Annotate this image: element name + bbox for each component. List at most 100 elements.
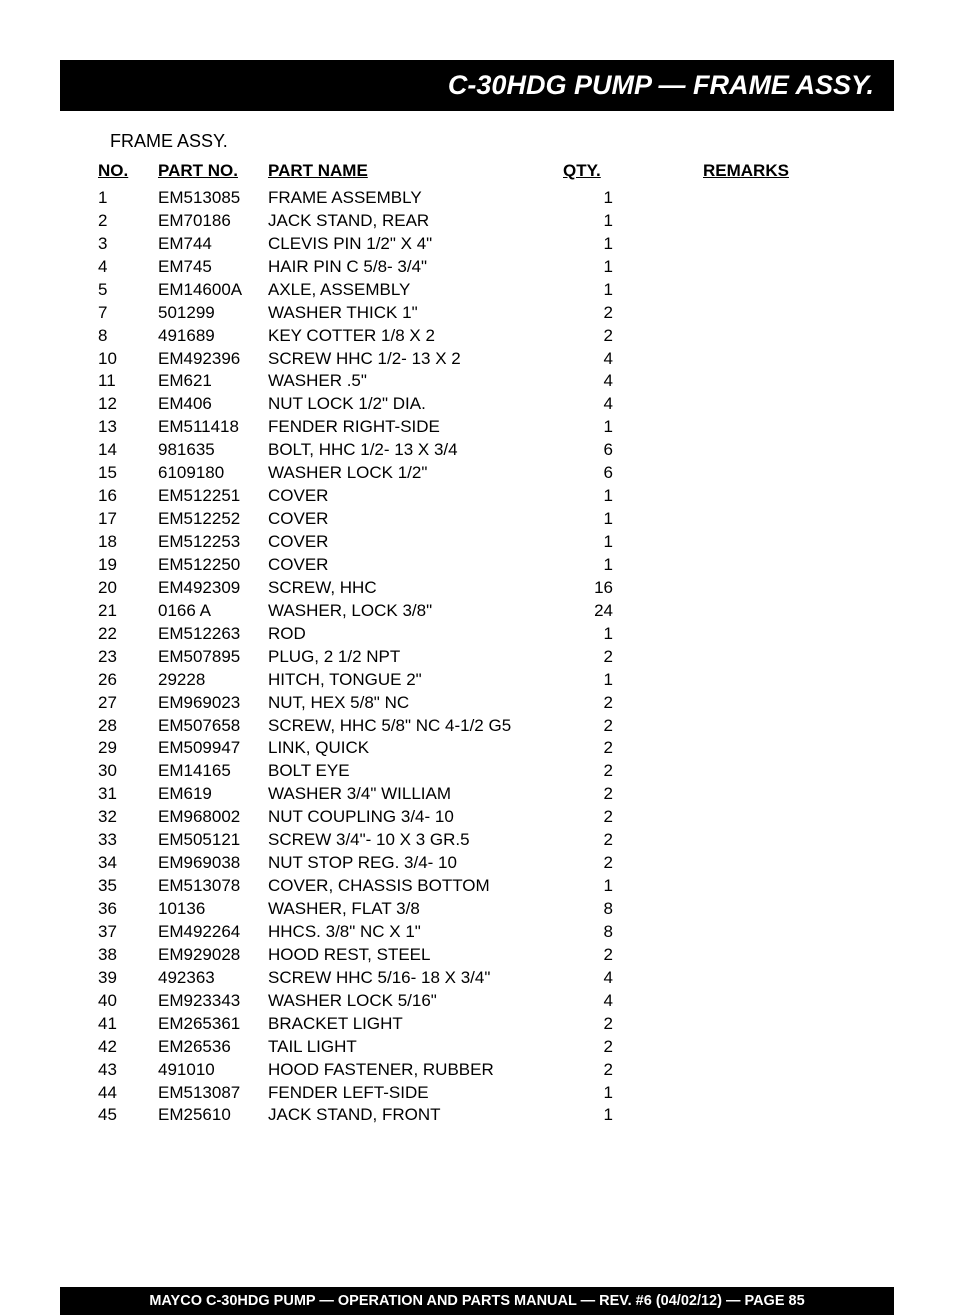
table-row: 8491689KEY COTTER 1/8 X 22 xyxy=(98,325,799,348)
table-row: 35EM513078COVER, CHASSIS BOTTOM1 xyxy=(98,875,799,898)
table-row: 5EM14600AAXLE, ASSEMBLY1 xyxy=(98,279,799,302)
cell-no: 14 xyxy=(98,439,158,462)
table-row: 45EM25610JACK STAND, FRONT1 xyxy=(98,1104,799,1127)
cell-qty: 24 xyxy=(563,600,623,623)
cell-no: 41 xyxy=(98,1013,158,1036)
cell-qty: 1 xyxy=(563,279,623,302)
cell-no: 4 xyxy=(98,256,158,279)
cell-qty: 1 xyxy=(563,1104,623,1127)
cell-qty: 6 xyxy=(563,462,623,485)
cell-no: 43 xyxy=(98,1059,158,1082)
cell-partname: WASHER LOCK 1/2" xyxy=(268,462,563,485)
cell-qty: 2 xyxy=(563,1059,623,1082)
cell-remarks xyxy=(623,921,799,944)
table-row: 3610136WASHER, FLAT 3/88 xyxy=(98,898,799,921)
table-row: 4EM745HAIR PIN C 5/8- 3/4"1 xyxy=(98,256,799,279)
cell-partno: EM492309 xyxy=(158,577,268,600)
cell-qty: 2 xyxy=(563,692,623,715)
table-row: 11EM621WASHER .5"4 xyxy=(98,370,799,393)
cell-partno: EM512263 xyxy=(158,623,268,646)
cell-qty: 4 xyxy=(563,967,623,990)
cell-no: 44 xyxy=(98,1082,158,1105)
cell-no: 2 xyxy=(98,210,158,233)
cell-partno: EM969038 xyxy=(158,852,268,875)
cell-partno: EM513078 xyxy=(158,875,268,898)
cell-no: 40 xyxy=(98,990,158,1013)
cell-qty: 6 xyxy=(563,439,623,462)
cell-partname: FENDER RIGHT-SIDE xyxy=(268,416,563,439)
cell-partno: EM511418 xyxy=(158,416,268,439)
cell-qty: 1 xyxy=(563,187,623,210)
cell-no: 11 xyxy=(98,370,158,393)
cell-remarks xyxy=(623,692,799,715)
cell-qty: 1 xyxy=(563,485,623,508)
cell-partname: NUT COUPLING 3/4- 10 xyxy=(268,806,563,829)
section-label: FRAME ASSY. xyxy=(110,131,894,152)
cell-partno: EM25610 xyxy=(158,1104,268,1127)
table-row: 2EM70186JACK STAND, REAR1 xyxy=(98,210,799,233)
cell-qty: 1 xyxy=(563,1082,623,1105)
cell-partname: KEY COTTER 1/8 X 2 xyxy=(268,325,563,348)
cell-partno: EM406 xyxy=(158,393,268,416)
cell-remarks xyxy=(623,325,799,348)
cell-partname: WASHER, FLAT 3/8 xyxy=(268,898,563,921)
table-row: 30EM14165BOLT EYE2 xyxy=(98,760,799,783)
cell-remarks xyxy=(623,370,799,393)
cell-no: 32 xyxy=(98,806,158,829)
cell-no: 26 xyxy=(98,669,158,692)
cell-qty: 4 xyxy=(563,393,623,416)
cell-remarks xyxy=(623,715,799,738)
cell-partno: 491010 xyxy=(158,1059,268,1082)
cell-remarks xyxy=(623,1036,799,1059)
cell-remarks xyxy=(623,485,799,508)
table-row: 41EM265361BRACKET LIGHT2 xyxy=(98,1013,799,1036)
cell-partname: COVER, CHASSIS BOTTOM xyxy=(268,875,563,898)
page: C-30HDG PUMP — FRAME ASSY. FRAME ASSY. N… xyxy=(0,0,954,1315)
cell-no: 28 xyxy=(98,715,158,738)
cell-no: 18 xyxy=(98,531,158,554)
table-row: 1EM513085FRAME ASSEMBLY1 xyxy=(98,187,799,210)
cell-qty: 2 xyxy=(563,737,623,760)
cell-partname: LINK, QUICK xyxy=(268,737,563,760)
cell-no: 45 xyxy=(98,1104,158,1127)
table-row: 16EM512251COVER1 xyxy=(98,485,799,508)
cell-remarks xyxy=(623,187,799,210)
cell-partno: 492363 xyxy=(158,967,268,990)
table-row: 27EM969023NUT, HEX 5/8" NC2 xyxy=(98,692,799,715)
cell-partname: BOLT, HHC 1/2- 13 X 3/4 xyxy=(268,439,563,462)
cell-partno: EM513087 xyxy=(158,1082,268,1105)
cell-no: 17 xyxy=(98,508,158,531)
cell-no: 23 xyxy=(98,646,158,669)
cell-remarks xyxy=(623,829,799,852)
cell-remarks xyxy=(623,669,799,692)
cell-remarks xyxy=(623,577,799,600)
cell-remarks xyxy=(623,852,799,875)
cell-no: 27 xyxy=(98,692,158,715)
table-row: 34EM969038NUT STOP REG. 3/4- 102 xyxy=(98,852,799,875)
cell-partno: EM492264 xyxy=(158,921,268,944)
cell-partname: SCREW 3/4"- 10 X 3 GR.5 xyxy=(268,829,563,852)
cell-partname: COVER xyxy=(268,554,563,577)
cell-no: 15 xyxy=(98,462,158,485)
cell-qty: 4 xyxy=(563,990,623,1013)
table-row: 28EM507658SCREW, HHC 5/8" NC 4-1/2 G52 xyxy=(98,715,799,738)
cell-remarks xyxy=(623,554,799,577)
cell-qty: 2 xyxy=(563,760,623,783)
cell-partno: EM512253 xyxy=(158,531,268,554)
cell-partno: EM509947 xyxy=(158,737,268,760)
table-row: 17EM512252COVER1 xyxy=(98,508,799,531)
cell-no: 33 xyxy=(98,829,158,852)
cell-qty: 4 xyxy=(563,370,623,393)
cell-partno: EM14600A xyxy=(158,279,268,302)
cell-no: 3 xyxy=(98,233,158,256)
cell-partno: 6109180 xyxy=(158,462,268,485)
cell-qty: 2 xyxy=(563,829,623,852)
table-row: 33EM505121SCREW 3/4"- 10 X 3 GR.52 xyxy=(98,829,799,852)
cell-remarks xyxy=(623,348,799,371)
cell-remarks xyxy=(623,416,799,439)
table-row: 12EM406NUT LOCK 1/2" DIA.4 xyxy=(98,393,799,416)
cell-no: 10 xyxy=(98,348,158,371)
cell-no: 31 xyxy=(98,783,158,806)
cell-remarks xyxy=(623,1013,799,1036)
cell-remarks xyxy=(623,898,799,921)
